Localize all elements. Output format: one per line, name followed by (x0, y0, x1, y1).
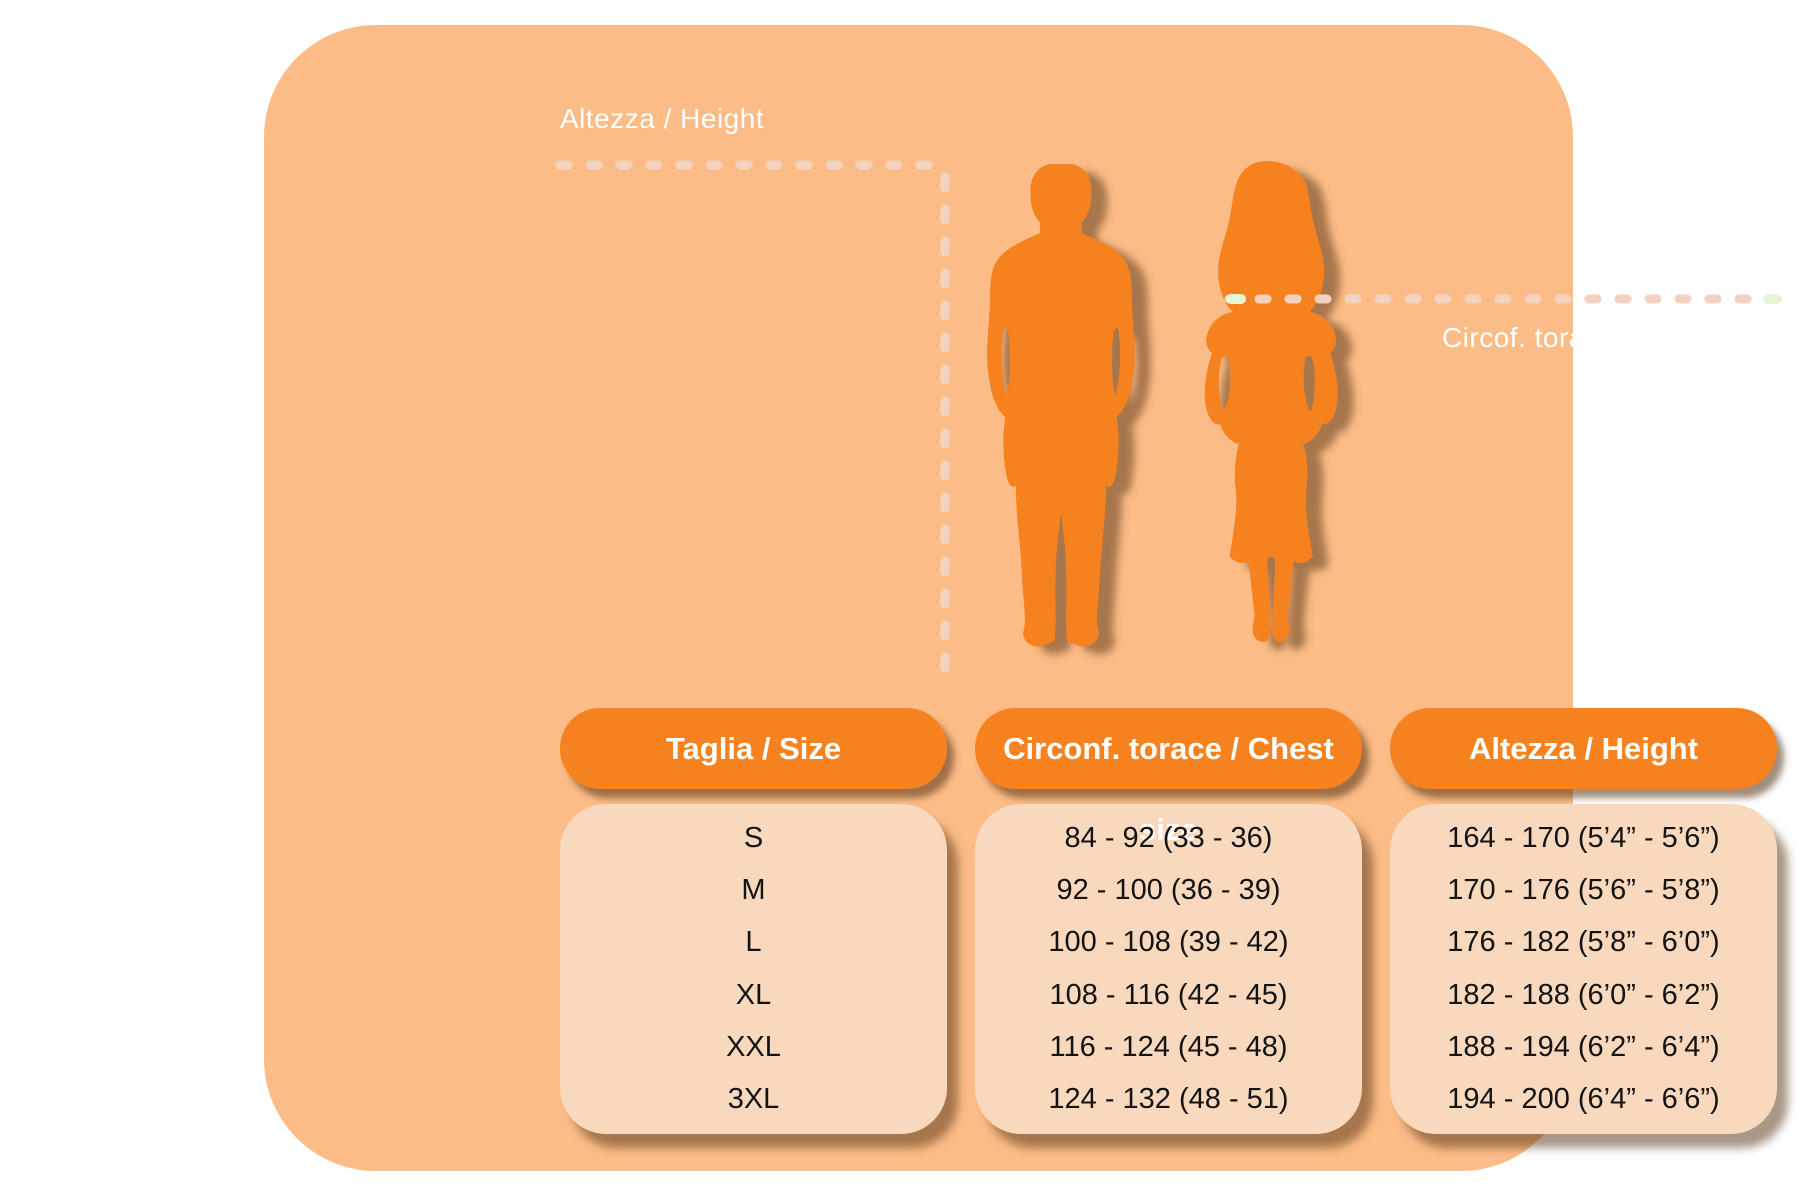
table-cell: 84 - 92 (33 - 36) (1064, 821, 1273, 854)
table-cell: L (745, 926, 762, 959)
column-chest: Circonf. torace / Chest size 84 - 92 (33… (975, 708, 1362, 1134)
column-header-size: Taglia / Size (560, 708, 947, 789)
man-silhouette-icon (987, 164, 1135, 647)
table-cell: 116 - 124 (45 - 48) (1049, 1030, 1288, 1063)
column-header-chest: Circonf. torace / Chest size (975, 708, 1362, 847)
table-cell: XXL (726, 1030, 781, 1063)
table-cell: 182 - 188 (6’0” - 6’2”) (1447, 978, 1720, 1011)
chest-measure-label: Circof. torace / Chest size (1441, 322, 1776, 353)
column-header-height: Altezza / Height (1390, 708, 1777, 789)
column-body-size: S M L XL XXL 3XL (560, 804, 947, 1134)
table-cell: 108 - 116 (42 - 45) (1049, 978, 1288, 1011)
card-background: Altezza / Height Circof. torace / Chest … (264, 25, 1784, 1171)
table-cell: 100 - 108 (39 - 42) (1048, 926, 1289, 959)
table-cell: 124 - 132 (48 - 51) (1048, 1083, 1289, 1116)
table-cell: 164 - 170 (5’4” - 5’6”) (1447, 821, 1720, 854)
column-size: Taglia / Size S M L XL XXL 3XL (560, 708, 947, 1134)
height-measure-label: Altezza / Height (560, 103, 765, 134)
chest-measure-line (1224, 294, 1784, 304)
table-cell: 92 - 100 (36 - 39) (1056, 873, 1281, 906)
table-cell: 188 - 194 (6’2” - 6’4”) (1447, 1030, 1720, 1063)
column-body-height: 164 - 170 (5’4” - 5’6”) 170 - 176 (5’6” … (1390, 804, 1777, 1134)
column-height: Altezza / Height 164 - 170 (5’4” - 5’6”)… (1390, 708, 1777, 1134)
table-cell: 176 - 182 (5’8” - 6’0”) (1447, 926, 1720, 959)
table-cell: M (741, 873, 766, 906)
table-cell: S (743, 821, 764, 854)
table-cell: 194 - 200 (6’4” - 6’6”) (1447, 1083, 1720, 1116)
column-body-chest: 84 - 92 (33 - 36) 92 - 100 (36 - 39) 100… (975, 804, 1362, 1134)
table-cell: 170 - 176 (5’6” - 5’8”) (1447, 873, 1720, 906)
woman-silhouette-icon (1204, 161, 1338, 642)
table-cell: XL (735, 978, 772, 1011)
height-measure-line (555, 160, 953, 676)
size-table: Taglia / Size S M L XL XXL 3XL Circonf. … (560, 708, 1777, 1134)
table-cell: 3XL (727, 1083, 780, 1116)
